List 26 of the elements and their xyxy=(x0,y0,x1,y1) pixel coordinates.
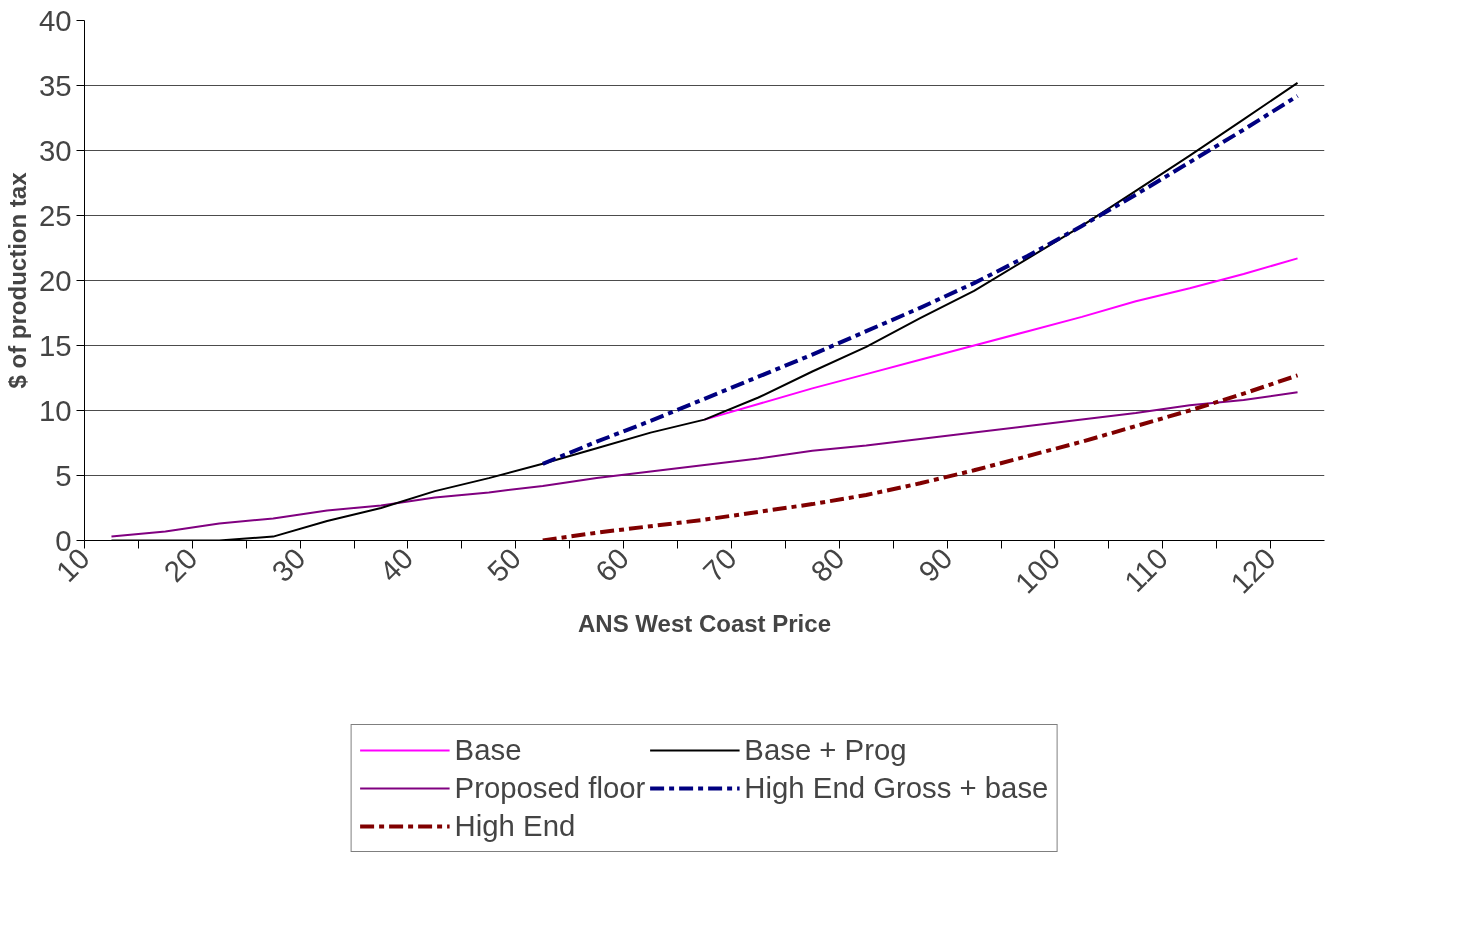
y-tick-label: 5 xyxy=(55,458,72,492)
x-tick-label: 30 xyxy=(265,541,312,588)
legend-label: High End xyxy=(454,809,576,843)
x-tick-label: 120 xyxy=(1223,541,1282,600)
x-tick-label: 90 xyxy=(912,541,959,588)
y-tick-label: 15 xyxy=(38,328,72,362)
x-tick-label: 20 xyxy=(157,541,204,588)
y-tick-label: 30 xyxy=(38,133,72,167)
y-tick-label: 25 xyxy=(38,198,72,232)
x-tick-label: 110 xyxy=(1117,541,1175,598)
legend-label: High End Gross + base xyxy=(744,771,1049,805)
legend-label: Base + Prog xyxy=(744,733,907,767)
x-tick-label: 50 xyxy=(480,541,528,588)
x-tick-label: 40 xyxy=(372,541,420,588)
legend-label: Base xyxy=(454,733,522,767)
x-tick-label: 80 xyxy=(804,541,851,588)
legend-label: Proposed floor xyxy=(454,771,646,805)
x-tick-label: 100 xyxy=(1008,541,1067,600)
y-tick-label: 40 xyxy=(38,3,72,37)
y-tick-label: 20 xyxy=(38,263,72,297)
x-tick-label: 60 xyxy=(588,541,635,588)
y-axis-title: $ of production tax xyxy=(3,171,31,389)
x-tick-label: 70 xyxy=(696,541,743,588)
y-tick-label: 10 xyxy=(38,393,72,427)
x-axis-title: ANS West Coast Price xyxy=(578,610,831,638)
y-tick-label: 35 xyxy=(38,68,72,102)
